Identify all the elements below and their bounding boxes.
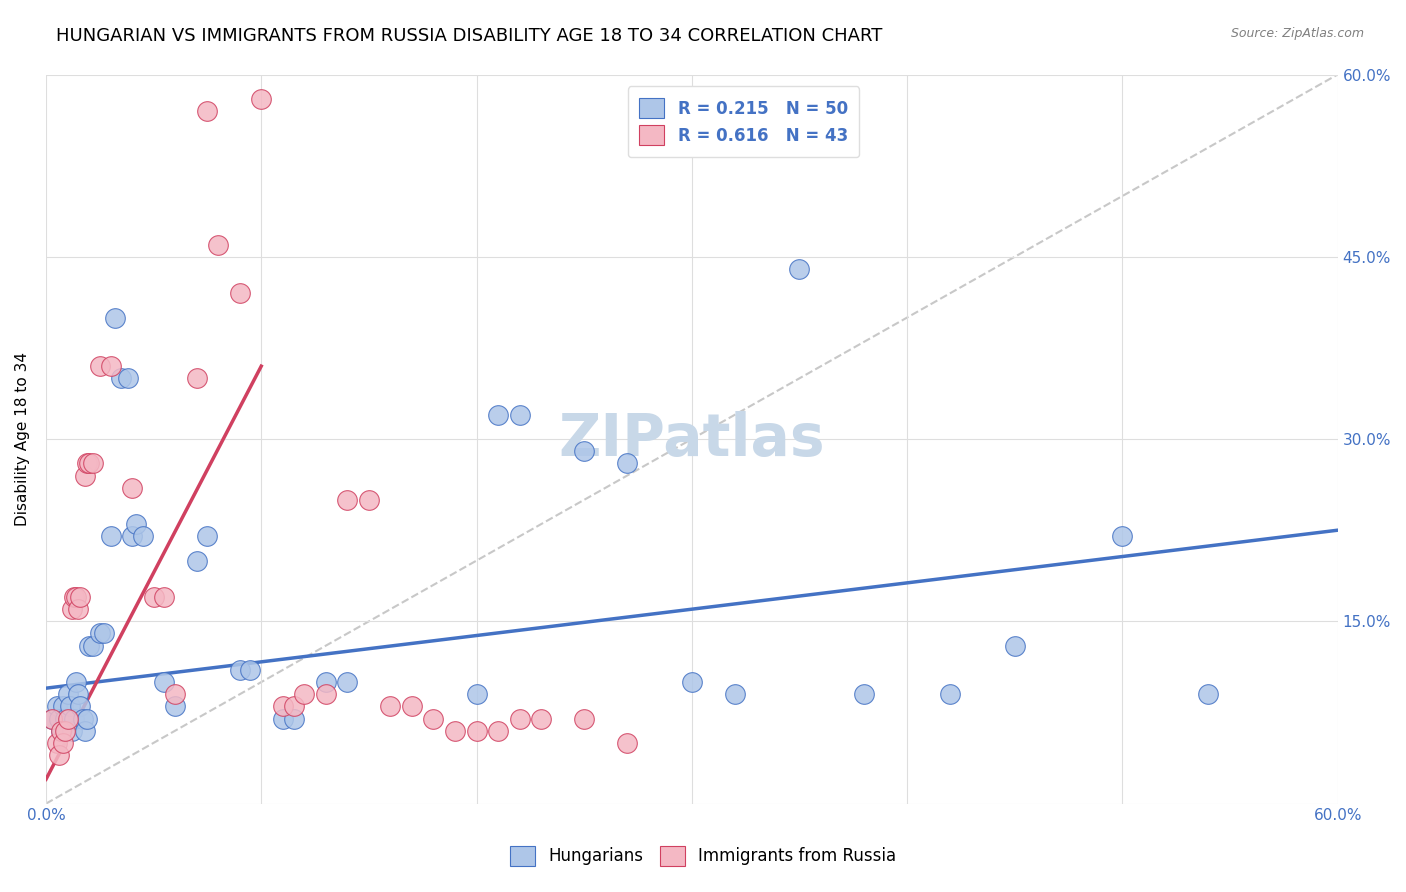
Point: [465, 723, 488, 738]
Point: [142, 590, 165, 604]
Point: [65, 675, 87, 690]
Point: [681, 675, 703, 690]
Point: [82, 639, 104, 653]
Point: [207, 237, 229, 252]
Point: [49, 723, 72, 738]
Point: [65, 590, 87, 604]
Point: [228, 663, 250, 677]
Point: [52, 736, 75, 750]
Point: [60, 723, 83, 738]
Point: [73, 468, 96, 483]
Text: ZIPatlas: ZIPatlas: [558, 410, 825, 467]
Point: [250, 92, 273, 106]
Point: [69, 699, 91, 714]
Point: [380, 699, 402, 714]
Point: [41, 712, 63, 726]
Point: [1198, 687, 1220, 701]
Point: [153, 675, 176, 690]
Point: [509, 712, 531, 726]
Point: [444, 723, 467, 738]
Point: [165, 699, 187, 714]
Point: [76, 456, 98, 470]
Point: [186, 553, 208, 567]
Y-axis label: Disability Age 18 to 34: Disability Age 18 to 34: [15, 352, 30, 526]
Point: [59, 699, 82, 714]
Point: [357, 492, 380, 507]
Legend: R = 0.215   N = 50, R = 0.616   N = 43: R = 0.215 N = 50, R = 0.616 N = 43: [627, 87, 859, 157]
Point: [530, 712, 553, 726]
Point: [197, 529, 219, 543]
Point: [63, 712, 86, 726]
Point: [616, 456, 638, 470]
Point: [292, 687, 315, 701]
Point: [117, 371, 139, 385]
Point: [53, 712, 76, 726]
Text: HUNGARIAN VS IMMIGRANTS FROM RUSSIA DISABILITY AGE 18 TO 34 CORRELATION CHART: HUNGARIAN VS IMMIGRANTS FROM RUSSIA DISA…: [56, 27, 883, 45]
Point: [48, 747, 70, 762]
Legend: Hungarians, Immigrants from Russia: Hungarians, Immigrants from Russia: [496, 832, 910, 880]
Point: [422, 712, 444, 726]
Point: [1004, 639, 1026, 653]
Point: [69, 590, 91, 604]
Point: [52, 699, 75, 714]
Point: [93, 626, 115, 640]
Point: [186, 371, 208, 385]
Point: [789, 262, 811, 277]
Point: [41, 712, 63, 726]
Point: [486, 723, 509, 738]
Point: [486, 408, 509, 422]
Point: [271, 699, 294, 714]
Point: [77, 456, 100, 470]
Point: [239, 663, 262, 677]
Point: [110, 371, 132, 385]
Point: [56, 712, 79, 726]
Point: [132, 529, 155, 543]
Point: [89, 626, 111, 640]
Point: [1111, 529, 1133, 543]
Point: [315, 675, 337, 690]
Point: [283, 699, 305, 714]
Point: [89, 359, 111, 373]
Point: [465, 687, 488, 701]
Point: [121, 481, 143, 495]
Point: [45, 736, 67, 750]
Point: [100, 359, 122, 373]
Point: [228, 286, 250, 301]
Point: [336, 492, 359, 507]
Point: [283, 712, 305, 726]
Text: Source: ZipAtlas.com: Source: ZipAtlas.com: [1230, 27, 1364, 40]
Point: [67, 602, 90, 616]
Point: [572, 444, 595, 458]
Point: [853, 687, 876, 701]
Point: [77, 639, 100, 653]
Point: [67, 687, 90, 701]
Point: [125, 517, 148, 532]
Point: [121, 529, 143, 543]
Point: [724, 687, 747, 701]
Point: [82, 456, 104, 470]
Point: [104, 310, 127, 325]
Point: [197, 103, 219, 118]
Point: [509, 408, 531, 422]
Point: [56, 687, 79, 701]
Point: [616, 736, 638, 750]
Point: [63, 590, 86, 604]
Point: [939, 687, 962, 701]
Point: [271, 712, 294, 726]
Point: [336, 675, 359, 690]
Point: [73, 723, 96, 738]
Point: [53, 723, 76, 738]
Point: [49, 723, 72, 738]
Point: [76, 712, 98, 726]
Point: [48, 712, 70, 726]
Point: [401, 699, 423, 714]
Point: [72, 712, 94, 726]
Point: [165, 687, 187, 701]
Point: [153, 590, 176, 604]
Point: [60, 602, 83, 616]
Point: [45, 699, 67, 714]
Point: [572, 712, 595, 726]
Point: [100, 529, 122, 543]
Point: [315, 687, 337, 701]
